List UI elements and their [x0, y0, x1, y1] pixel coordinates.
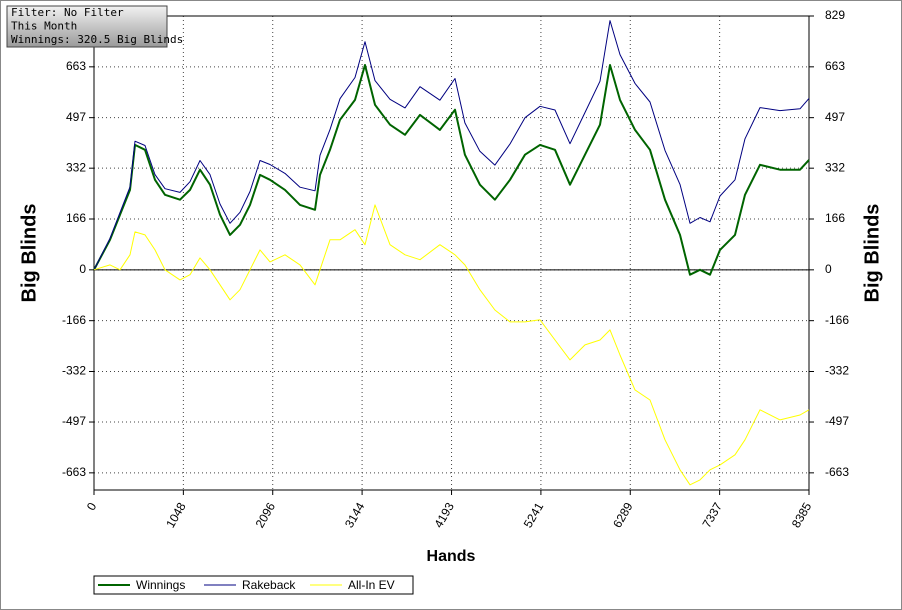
y2-axis-title: Big Blinds [861, 204, 883, 303]
y2-tick-label: -663 [825, 465, 849, 479]
y-tick-label: -497 [62, 414, 86, 428]
y2-tick-label: -332 [825, 364, 849, 378]
y2-tick-label: -166 [825, 313, 849, 327]
info-line: Winnings: 320.5 Big Blinds [11, 33, 183, 46]
legend-box [93, 575, 414, 595]
series-line [93, 20, 810, 271]
legend-label: Winnings [136, 578, 185, 592]
y2-tick-label: 0 [825, 262, 832, 276]
y-tick-label: -332 [62, 364, 86, 378]
plot-border [93, 15, 810, 491]
y2-tick-label: 166 [825, 211, 845, 225]
y2-tick-label: 829 [825, 8, 845, 22]
legend-label: All-In EV [348, 578, 395, 592]
x-axis-title: Hands [427, 548, 476, 565]
y2-tick-label: 663 [825, 59, 845, 73]
info-line: Filter: No Filter [11, 6, 124, 19]
y-tick-label: 0 [79, 262, 86, 276]
y-tick-label: 166 [66, 211, 86, 225]
info-line: This Month [11, 20, 77, 33]
y2-tick-label: 497 [825, 110, 845, 124]
info-box [6, 5, 168, 48]
series-line [93, 204, 810, 486]
y-tick-label: -166 [62, 313, 86, 327]
y-tick-label: 663 [66, 59, 86, 73]
y-tick-label: -663 [62, 465, 86, 479]
legend-label: Rakeback [242, 578, 296, 592]
y2-tick-label: 332 [825, 160, 845, 174]
y-tick-label: 332 [66, 160, 86, 174]
y-tick-label: 497 [66, 110, 86, 124]
series-line [93, 64, 810, 276]
y2-tick-label: -497 [825, 414, 849, 428]
y-axis-title: Big Blinds [18, 204, 40, 303]
